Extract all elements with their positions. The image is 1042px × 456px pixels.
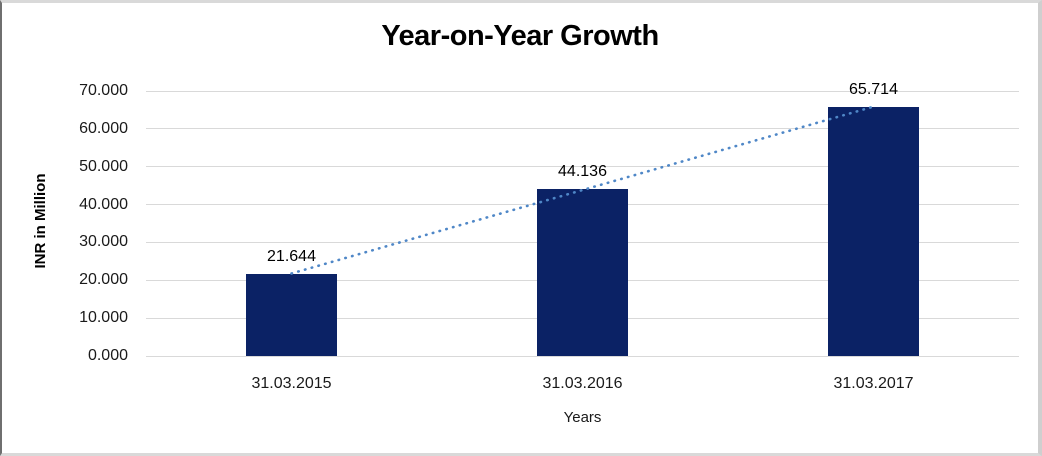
bar — [828, 107, 919, 356]
y-tick-label: 60.000 — [79, 119, 128, 137]
y-tick-label: 20.000 — [79, 271, 128, 289]
y-tick-label: 70.000 — [79, 82, 128, 99]
x-category-label: 31.03.2016 — [542, 375, 623, 392]
bar-value-label: 21.644 — [267, 248, 316, 266]
bar — [246, 274, 337, 356]
bar-value-label: 65.714 — [849, 81, 898, 99]
y-tick-label: 40.000 — [79, 195, 128, 213]
x-category-label: 31.03.2017 — [833, 375, 914, 392]
x-axis-title: Years — [563, 409, 602, 426]
gridline — [146, 355, 1019, 357]
gridline — [146, 90, 1019, 92]
y-tick-label: 0.000 — [87, 347, 128, 364]
y-tick-label: 50.000 — [79, 157, 128, 175]
y-tick-label: 10.000 — [79, 309, 128, 327]
bar — [537, 188, 628, 356]
bar-value-label: 44.136 — [558, 162, 607, 180]
chart-title: Year-on-Year Growth — [381, 20, 659, 52]
x-category-label: 31.03.2015 — [251, 375, 332, 392]
y-tick-label: 30.000 — [79, 233, 128, 251]
